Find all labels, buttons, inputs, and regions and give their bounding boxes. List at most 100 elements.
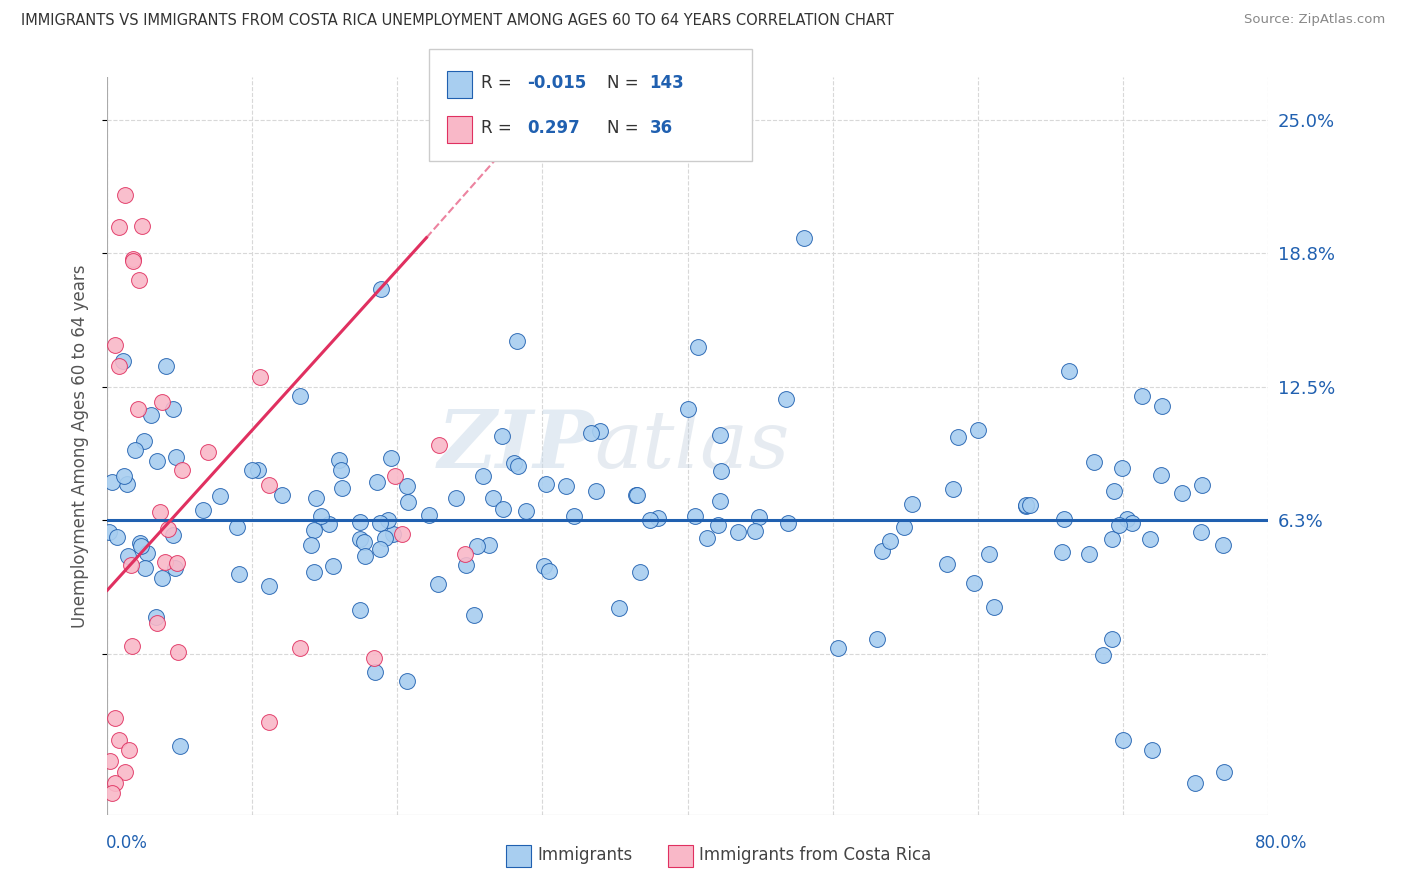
Point <box>515 504 537 518</box>
Text: 0.0%: 0.0% <box>105 834 148 852</box>
Point <box>100 786 122 800</box>
Point <box>322 559 344 574</box>
Point <box>309 509 332 524</box>
Point <box>454 558 477 573</box>
Point <box>1140 743 1163 757</box>
Point <box>121 639 143 653</box>
Text: 0.297: 0.297 <box>527 119 581 136</box>
Point <box>377 512 399 526</box>
Point <box>114 188 136 202</box>
Point <box>609 601 631 615</box>
Point <box>288 641 311 656</box>
Point <box>1091 648 1114 663</box>
Text: Immigrants from Costa Rica: Immigrants from Costa Rica <box>699 847 931 864</box>
Point <box>709 428 731 442</box>
Point <box>368 516 391 531</box>
Point <box>259 478 281 492</box>
Point <box>145 610 167 624</box>
Point <box>108 219 131 234</box>
Point <box>589 424 612 438</box>
Point <box>1171 486 1194 500</box>
Point <box>628 566 651 580</box>
Text: 80.0%: 80.0% <box>1256 834 1308 852</box>
Point <box>103 337 125 351</box>
Point <box>1150 399 1173 413</box>
Point <box>384 469 406 483</box>
Point <box>103 775 125 789</box>
Point <box>1015 498 1038 512</box>
Point <box>506 334 529 349</box>
Point <box>533 559 555 574</box>
Point <box>492 502 515 516</box>
Point <box>145 454 167 468</box>
Point <box>191 503 214 517</box>
Point <box>129 539 152 553</box>
Point <box>366 475 388 489</box>
Point <box>710 464 733 478</box>
Point <box>349 515 371 529</box>
Point <box>827 640 849 655</box>
Point <box>626 488 648 502</box>
Point <box>1111 461 1133 475</box>
Text: Source: ZipAtlas.com: Source: ZipAtlas.com <box>1244 13 1385 27</box>
Point <box>380 450 402 465</box>
Point <box>870 544 893 558</box>
Point <box>299 538 322 552</box>
Point <box>155 359 177 374</box>
Point <box>152 395 174 409</box>
Point <box>288 389 311 403</box>
Point <box>318 516 340 531</box>
Point <box>1184 775 1206 789</box>
Point <box>1015 499 1038 513</box>
Point <box>257 714 280 729</box>
Point <box>364 665 387 680</box>
Point <box>114 764 136 779</box>
Point <box>508 459 530 474</box>
Point <box>1018 498 1040 512</box>
Point <box>247 463 270 477</box>
Point <box>108 359 131 373</box>
Point <box>1078 547 1101 561</box>
Point <box>638 513 661 527</box>
Point <box>370 282 392 296</box>
Point <box>374 531 396 545</box>
Y-axis label: Unemployment Among Ages 60 to 64 years: Unemployment Among Ages 60 to 64 years <box>72 264 89 628</box>
Point <box>101 475 124 489</box>
Point <box>105 530 128 544</box>
Point <box>793 230 815 244</box>
Point <box>166 556 188 570</box>
Point <box>482 491 505 506</box>
Point <box>418 508 440 522</box>
Point <box>503 456 526 470</box>
Point <box>776 516 799 530</box>
Point <box>1101 632 1123 646</box>
Point <box>579 425 602 440</box>
Text: ZIP: ZIP <box>437 408 595 484</box>
Point <box>1112 732 1135 747</box>
Point <box>330 463 353 477</box>
Point <box>463 607 485 622</box>
Point <box>122 252 145 266</box>
Point <box>1116 512 1139 526</box>
Point <box>585 483 607 498</box>
Point <box>330 481 353 495</box>
Point <box>122 254 145 268</box>
Point <box>363 650 385 665</box>
Text: IMMIGRANTS VS IMMIGRANTS FROM COSTA RICA UNEMPLOYMENT AMONG AGES 60 TO 64 YEARS : IMMIGRANTS VS IMMIGRANTS FROM COSTA RICA… <box>21 13 894 29</box>
Point <box>115 477 138 491</box>
Point <box>1213 764 1236 779</box>
Point <box>962 576 984 591</box>
Point <box>162 402 184 417</box>
Point <box>427 438 450 452</box>
Point <box>208 489 231 503</box>
Point <box>328 453 350 467</box>
Point <box>879 534 901 549</box>
Point <box>647 511 669 525</box>
Point <box>167 644 190 658</box>
Point <box>349 532 371 546</box>
Point <box>111 354 134 368</box>
Point <box>120 558 142 572</box>
Point <box>131 219 153 233</box>
Point <box>1108 517 1130 532</box>
Point <box>139 409 162 423</box>
